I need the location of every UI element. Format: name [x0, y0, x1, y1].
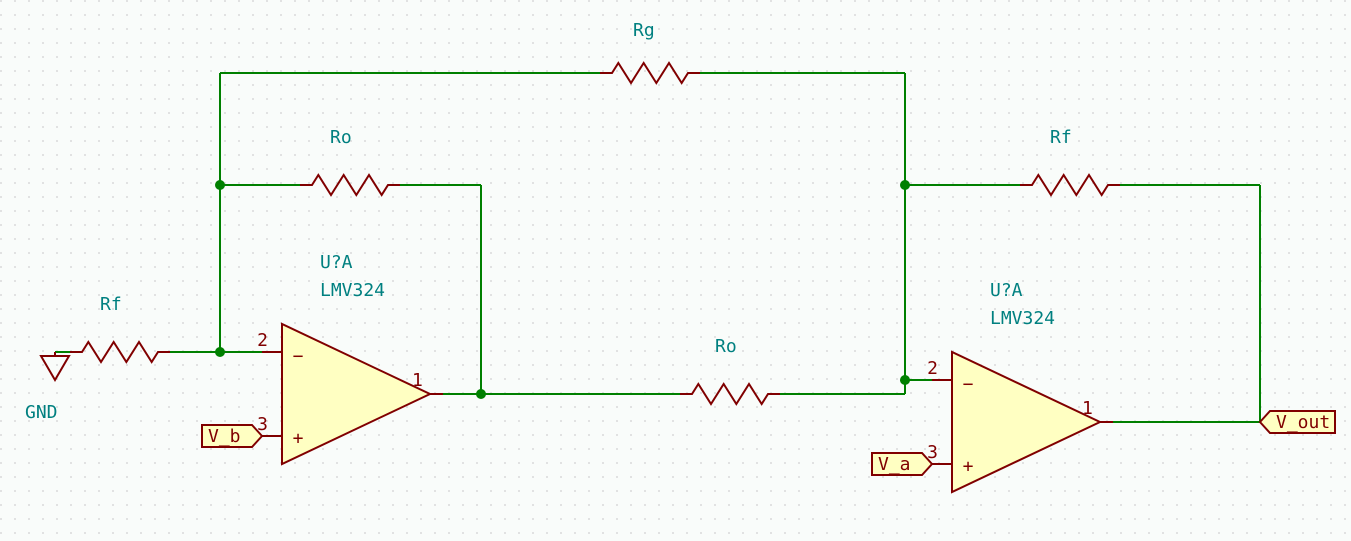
junction: [476, 389, 486, 399]
opamp-ref: U?A: [990, 280, 1023, 301]
resistor-ref: Rf: [100, 294, 122, 315]
gnd-label: GND: [25, 402, 58, 423]
netlabel-Vb: V_b: [202, 425, 262, 447]
pin-minus-sym: −: [963, 374, 974, 395]
dot-grid: [0, 0, 1351, 541]
pin-out-num: 1: [412, 370, 423, 391]
resistor-ref: Rg: [633, 20, 655, 41]
netlabel-text: V_out: [1276, 412, 1330, 433]
pin-minus-num: 2: [927, 358, 938, 379]
pin-plus-sym: +: [293, 428, 304, 449]
resistor-ref: Ro: [715, 336, 737, 357]
opamp-value: LMV324: [320, 280, 385, 301]
pin-out-num: 1: [1082, 398, 1093, 419]
pin-minus-num: 2: [257, 330, 268, 351]
junction: [215, 180, 225, 190]
opamp-ref: U?A: [320, 252, 353, 273]
netlabel-text: V_a: [878, 454, 911, 475]
resistor-ref: Ro: [330, 127, 352, 148]
junction: [900, 180, 910, 190]
pin-minus-sym: −: [293, 346, 304, 367]
opamp-value: LMV324: [990, 308, 1055, 329]
netlabel-Vout: V_out: [1260, 411, 1335, 433]
resistor-ref: Rf: [1050, 127, 1072, 148]
pin-plus-sym: +: [963, 456, 974, 477]
junction: [900, 375, 910, 385]
netlabel-Va: V_a: [872, 453, 932, 475]
junction: [215, 347, 225, 357]
netlabel-text: V_b: [208, 426, 241, 447]
